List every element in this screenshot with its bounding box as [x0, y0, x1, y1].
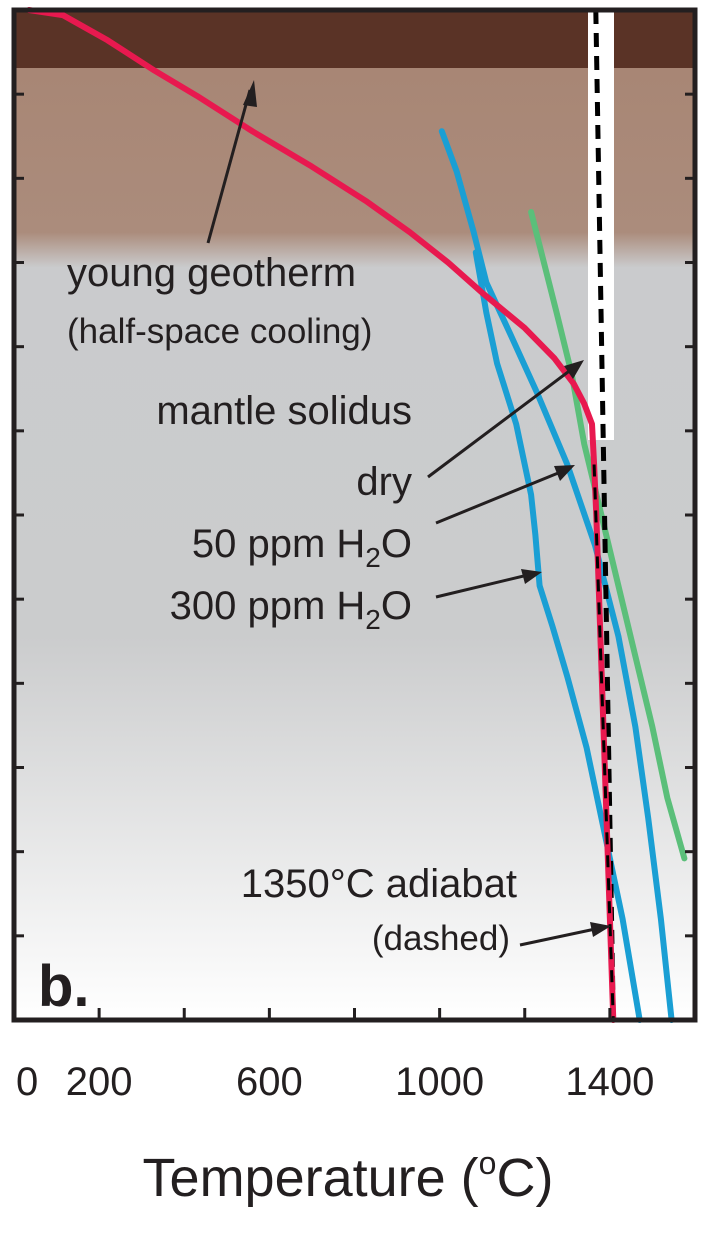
annotation-300ppm-h2o: 300 ppm H2O [170, 584, 412, 635]
series-layer [25, 7, 688, 1023]
arrow-young-geotherm [206, 89, 252, 244]
arrow-dry [427, 364, 577, 479]
x-tick-labels: 0 200 600 1000 1400 [16, 1060, 654, 1104]
series-line-solidus-50ppm [438, 128, 675, 1023]
x-tick-label: 200 [66, 1060, 133, 1104]
series-line-solidus-dry [528, 209, 688, 862]
arrow-adiabat [519, 926, 601, 947]
arrowhead-adiabat [590, 922, 611, 937]
annotation-dry: dry [356, 460, 412, 504]
annotation-half-space-cooling: (half-space cooling) [67, 312, 372, 351]
arrowhead-50ppm [554, 465, 575, 481]
arrow-300ppm [435, 572, 533, 599]
annotation-dashed: (dashed) [372, 919, 510, 958]
arrowhead-300ppm [521, 569, 542, 584]
annotation-50ppm-h2o: 50 ppm H2O [192, 522, 412, 573]
annotation-arrows [206, 80, 611, 947]
x-tick-label: 1400 [565, 1060, 654, 1104]
x-tick-label: 0 [16, 1060, 38, 1104]
annotation-mantle-solidus: mantle solidus [156, 389, 412, 433]
arrowhead-dry [564, 360, 584, 379]
series-line-solidus-300ppm [472, 249, 643, 1023]
lithosphere-dark-layer [14, 10, 695, 68]
panel-label: b. [38, 954, 90, 1019]
annotations: young geotherm (half-space cooling) mant… [67, 251, 517, 958]
series-line-adiabat-overlay [592, 464, 615, 1021]
annotation-adiabat: 1350°C adiabat [241, 862, 517, 906]
x-axis-label: Temperature (oC) [143, 1145, 554, 1208]
arrowhead-young-geotherm [243, 80, 257, 107]
arrow-50ppm [435, 467, 569, 525]
x-tick-label: 1000 [395, 1060, 484, 1104]
x-tick-label: 600 [236, 1060, 303, 1104]
plot-frame [11, 7, 698, 1023]
annotation-young-geotherm: young geotherm [67, 251, 356, 295]
